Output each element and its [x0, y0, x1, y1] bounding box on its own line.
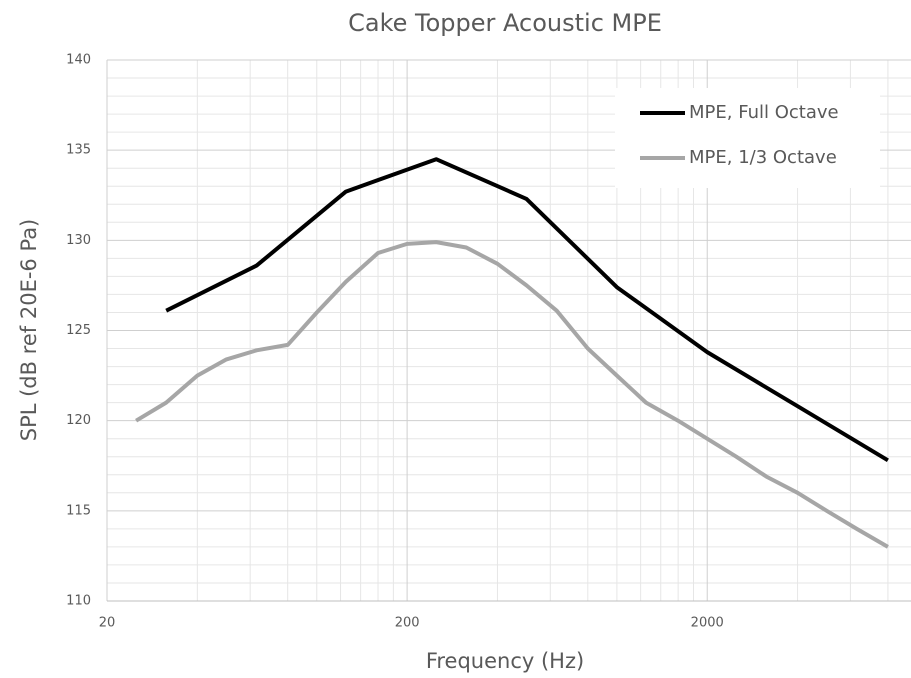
- series-line: [135, 240, 889, 549]
- y-tick-label: 120: [66, 413, 91, 428]
- x-tick-label: 200: [395, 616, 420, 631]
- series-line: [165, 157, 889, 463]
- x-axis-label: Frequency (Hz): [426, 649, 584, 673]
- y-tick-label: 125: [66, 323, 91, 338]
- y-tick-label: 135: [66, 143, 91, 158]
- legend-box: [615, 88, 880, 188]
- y-tick-label: 130: [66, 233, 91, 248]
- legend-label: MPE, 1/3 Octave: [689, 147, 837, 168]
- x-tick-label: 20: [99, 616, 116, 631]
- y-axis-label: SPL (dB ref 20E-6 Pa): [17, 219, 41, 442]
- x-tick-label: 2000: [691, 616, 724, 631]
- y-tick-label: 115: [66, 503, 91, 518]
- y-tick-label: 110: [66, 594, 91, 609]
- y-tick-label: 140: [66, 53, 91, 68]
- chart-title: Cake Topper Acoustic MPE: [348, 9, 662, 37]
- legend-label: MPE, Full Octave: [689, 102, 839, 123]
